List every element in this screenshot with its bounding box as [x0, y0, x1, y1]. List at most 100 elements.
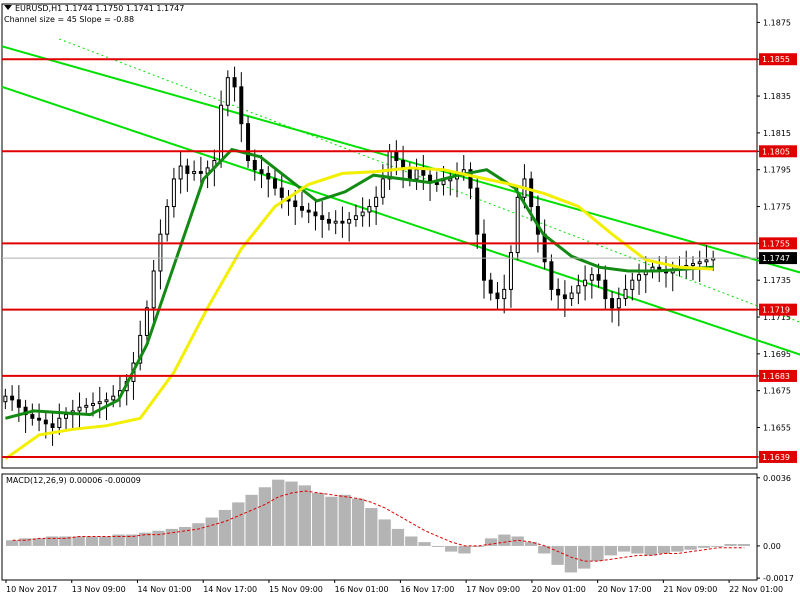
- macd-bar: [498, 534, 511, 546]
- channel-lower-line: [1, 85, 800, 356]
- candle-up: [374, 196, 379, 208]
- candle-down: [246, 123, 251, 162]
- candle-down: [313, 211, 318, 217]
- candle-down: [562, 294, 567, 300]
- macd-bar: [445, 545, 458, 552]
- ma_slow-line: [4, 166, 714, 461]
- candle-up: [697, 261, 702, 265]
- candle-down: [434, 182, 439, 185]
- macd-bar: [631, 545, 644, 554]
- candle-down: [556, 288, 561, 296]
- macd-bar: [232, 502, 245, 546]
- candle-down: [488, 279, 493, 294]
- macd-bar: [325, 496, 338, 546]
- x-tick-label: 20 Nov 01:00: [532, 585, 586, 594]
- macd-bar: [671, 545, 684, 552]
- candle-up: [690, 263, 695, 266]
- candle-up: [178, 165, 183, 180]
- macd-bar: [458, 545, 471, 554]
- macd-bar: [258, 487, 272, 546]
- candle-up: [138, 334, 143, 364]
- macd-bar: [272, 479, 285, 546]
- y-tick-label: 1.1835: [763, 92, 791, 101]
- candle-down: [30, 414, 35, 419]
- candle-up: [448, 178, 453, 182]
- candle-down: [16, 399, 21, 408]
- macd-bar: [697, 545, 711, 548]
- macd-bar: [205, 517, 218, 546]
- macd-bar: [85, 536, 99, 546]
- candle-down: [475, 187, 480, 235]
- macd-bar: [298, 485, 311, 546]
- candle-up: [333, 220, 338, 224]
- candle-down: [23, 406, 28, 416]
- macd-bar: [338, 494, 351, 546]
- candle-down: [320, 215, 325, 220]
- y-tick-label: 1.1675: [763, 387, 791, 396]
- level-label-box: [759, 303, 797, 316]
- macd-bar: [192, 523, 205, 546]
- candle-up: [508, 252, 513, 290]
- chart-title: EURUSD,H1 1.1744 1.1750 1.1741 1.1747: [15, 4, 185, 13]
- macd-bar: [644, 545, 657, 556]
- candle-up: [171, 178, 176, 208]
- candle-up: [502, 288, 507, 300]
- level-label-box: [759, 237, 797, 250]
- candle-up: [57, 417, 62, 428]
- macd-bar: [6, 540, 19, 546]
- candle-up: [111, 395, 116, 401]
- candle-down: [394, 150, 399, 162]
- candle-down: [421, 169, 426, 176]
- macd-y-tick-label: -0.0017: [763, 574, 794, 583]
- candle-up: [158, 233, 163, 272]
- y-tick-label: 1.1655: [763, 423, 791, 432]
- macd-bar: [511, 536, 524, 546]
- level-label: 1.1683: [762, 372, 790, 381]
- macd-y-tick-label: 0.00: [763, 542, 781, 551]
- channel-note: Channel size = 45 Slope = -0.88: [4, 15, 135, 24]
- level-label-box: [759, 145, 797, 158]
- candle-up: [616, 298, 621, 309]
- candle-down: [481, 233, 486, 281]
- candle-up: [3, 395, 8, 403]
- macd-bar: [139, 532, 152, 546]
- y-tick-label: 1.1875: [763, 18, 791, 27]
- candle-up: [353, 215, 358, 220]
- macd-bar: [391, 528, 405, 546]
- macd-bar: [604, 545, 617, 556]
- candle-up: [583, 279, 588, 287]
- macd-bar: [471, 545, 484, 547]
- macd-bar: [524, 542, 538, 546]
- macd-bar: [125, 534, 139, 546]
- macd-bar: [285, 481, 298, 546]
- candle-up: [414, 169, 419, 180]
- macd-bar: [218, 509, 232, 546]
- level-label-box: [759, 369, 797, 382]
- macd-bar: [591, 545, 604, 562]
- level-label: 1.1855: [762, 55, 790, 64]
- candle-down: [273, 178, 278, 189]
- macd-bar: [351, 498, 365, 546]
- candle-down: [495, 292, 500, 300]
- candle-down: [603, 279, 608, 300]
- candle-up: [64, 414, 69, 419]
- y-tick-label: 1.1695: [763, 350, 791, 359]
- level-label: 1.1755: [762, 239, 790, 248]
- candle-down: [299, 206, 304, 211]
- candle-up: [192, 171, 197, 174]
- candle-down: [266, 172, 271, 180]
- candle-up: [347, 218, 352, 224]
- candle-down: [185, 165, 190, 174]
- macd-bar: [684, 545, 697, 550]
- y-tick-label: 1.1795: [763, 166, 791, 175]
- price-frame: [1, 3, 758, 469]
- candle-up: [441, 180, 446, 185]
- y-tick-label: 1.1735: [763, 276, 791, 285]
- candle-down: [535, 206, 540, 235]
- candle-up: [623, 288, 628, 300]
- candle-down: [306, 209, 311, 213]
- candle-down: [43, 419, 48, 425]
- x-tick-label: 15 Nov 09:00: [269, 585, 323, 594]
